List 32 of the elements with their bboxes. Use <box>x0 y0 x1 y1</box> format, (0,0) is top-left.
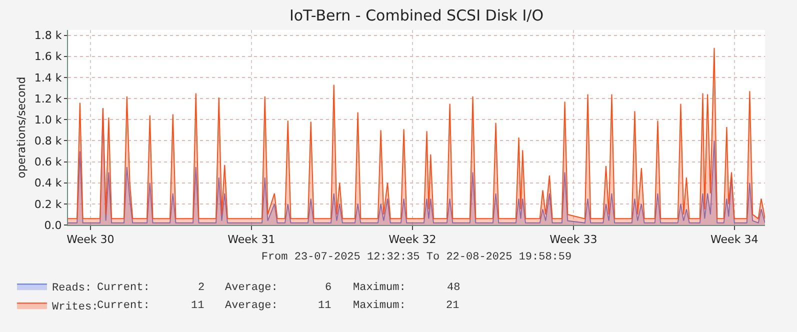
y-tick-label: 0.6 k <box>34 156 62 169</box>
text: Average: <box>225 282 278 294</box>
text: 48 <box>447 282 460 294</box>
y-tick-label: 1.4 k <box>34 71 62 84</box>
legend-label: Writes: <box>52 301 98 314</box>
chart-title: IoT-Bern - Combined SCSI Disk I/O <box>289 6 544 24</box>
x-tick-label: Week 34 <box>710 233 758 246</box>
y-tick-label: 1.2 k <box>34 92 62 106</box>
text: 2 <box>198 282 205 294</box>
text: 11 <box>191 300 205 312</box>
text: Maximum: <box>353 300 406 312</box>
x-tick-label: Week 33 <box>550 233 598 246</box>
text: Current: <box>97 300 150 312</box>
text: Maximum: <box>353 282 406 294</box>
text: 11 <box>318 300 332 312</box>
y-tick-label: 0.4 k <box>34 176 62 190</box>
y-tick-label: 0.0 <box>44 218 62 232</box>
y-axis-title: operations/second <box>15 76 28 178</box>
x-tick-label: Week 32 <box>388 233 436 246</box>
x-tick-label: Week 31 <box>228 233 276 246</box>
text: Average: <box>225 300 278 312</box>
y-tick-label: 1.0 k <box>34 113 62 126</box>
text: 6 <box>325 282 332 294</box>
text: Current: <box>97 282 150 294</box>
y-tick-label: 0.2 k <box>34 198 62 211</box>
legend-label: Reads: <box>52 282 92 294</box>
x-axis-title: From 23-07-2025 12:32:35 To 22-08-2025 19:58:59 <box>261 251 572 264</box>
text: 21 <box>446 300 460 312</box>
y-tick-label: 1.6 k <box>34 50 62 64</box>
y-tick-label: 0.8 k <box>34 134 62 148</box>
x-tick-label: Week 30 <box>66 233 114 246</box>
y-tick-label: 1.8 k <box>34 29 62 42</box>
